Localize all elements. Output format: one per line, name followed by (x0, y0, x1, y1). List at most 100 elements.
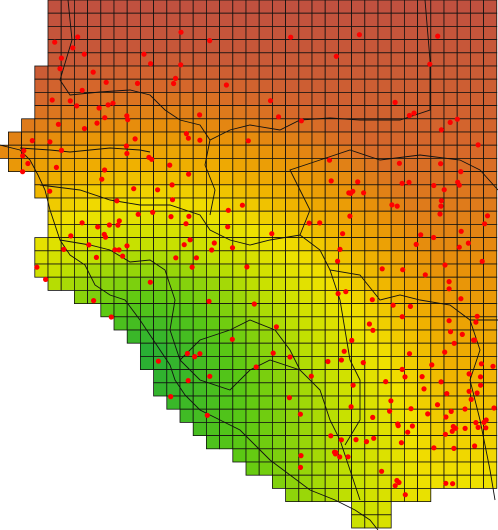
grid-cell (245, 52, 260, 67)
grid-cell (258, 157, 273, 172)
observation-point (347, 213, 353, 219)
grid-cell (377, 514, 392, 529)
grid-cell (113, 276, 128, 291)
grid-cell (258, 78, 273, 93)
observation-point (239, 202, 245, 208)
observation-point (338, 357, 344, 363)
grid-cell (245, 316, 260, 331)
grid-cell (271, 52, 286, 67)
country-border (469, 319, 496, 501)
observation-point (458, 228, 464, 234)
grid-cell (258, 289, 273, 304)
observation-point (438, 127, 444, 133)
grid-cell (417, 395, 432, 410)
grid-cell (298, 78, 313, 93)
grid-cell (271, 435, 286, 450)
observation-point (288, 34, 294, 40)
grid-cell (192, 197, 207, 212)
grid-cell (483, 12, 498, 27)
grid-cell (60, 171, 75, 186)
grid-cell (139, 184, 154, 199)
observation-point (79, 220, 85, 226)
grid-cell (232, 105, 247, 120)
grid-cell (179, 39, 194, 54)
grid-cell (390, 184, 405, 199)
observation-point (207, 373, 213, 379)
grid-cell (87, 210, 102, 225)
observation-point (490, 363, 496, 369)
observation-point (286, 395, 292, 401)
observation-point (482, 221, 488, 227)
grid-cell (100, 131, 115, 146)
observation-point (443, 414, 449, 420)
grid-cell (232, 171, 247, 186)
observation-point (185, 135, 191, 141)
grid-cell (205, 184, 220, 199)
grid-cell (100, 276, 115, 291)
grid-cell (417, 474, 432, 489)
grid-cell (258, 144, 273, 159)
grid-cell (205, 250, 220, 265)
grid-cell (219, 342, 234, 357)
grid-cell (74, 223, 89, 238)
grid-cell (258, 39, 273, 54)
grid-cell (205, 329, 220, 344)
grid-cell (219, 395, 234, 410)
grid-cell (456, 0, 471, 14)
grid-cell (232, 12, 247, 27)
grid-cell (417, 276, 432, 291)
grid-cell (285, 210, 300, 225)
observation-point (183, 221, 189, 227)
grid-cell (390, 250, 405, 265)
grid-cell (417, 25, 432, 40)
grid-cell (192, 329, 207, 344)
observation-point (392, 483, 398, 489)
grid-cell (417, 355, 432, 370)
grid-cell (417, 157, 432, 172)
grid-cell (139, 355, 154, 370)
grid-cell (126, 289, 141, 304)
observation-point (466, 371, 472, 377)
grid-cell (285, 435, 300, 450)
grid-cell (34, 65, 49, 80)
observation-point (408, 406, 414, 412)
grid-cell (153, 303, 168, 318)
observation-point (147, 279, 153, 285)
grid-cell (153, 276, 168, 291)
grid-cell (351, 303, 366, 318)
observation-point (185, 378, 191, 384)
grid-cell (153, 52, 168, 67)
grid-cell (364, 237, 379, 252)
grid-cell (139, 25, 154, 40)
grid-cell (324, 474, 339, 489)
observation-point (70, 45, 76, 51)
observation-point (49, 97, 55, 103)
grid-cell (351, 250, 366, 265)
grid-cell (377, 78, 392, 93)
grid-cell (219, 12, 234, 27)
grid-cell (390, 395, 405, 410)
observation-point (465, 240, 471, 246)
grid-cell (324, 461, 339, 476)
grid-cell (430, 78, 445, 93)
grid-cell (258, 461, 273, 476)
grid-cell (483, 289, 498, 304)
observation-point (478, 361, 484, 367)
grid-cell (483, 329, 498, 344)
observation-point (475, 424, 481, 430)
grid-cell (403, 65, 418, 80)
grid-cell (285, 303, 300, 318)
grid-cell (351, 65, 366, 80)
grid-cell (258, 210, 273, 225)
grid-cell (469, 289, 484, 304)
grid-cell (469, 210, 484, 225)
grid-cell (324, 0, 339, 14)
observation-point (74, 103, 80, 109)
observation-point (337, 246, 343, 252)
grid-cell (311, 131, 326, 146)
grid-cell (166, 223, 181, 238)
grid-cell (100, 118, 115, 133)
observation-point (116, 218, 122, 224)
grid-cell (377, 329, 392, 344)
grid-cell (351, 435, 366, 450)
